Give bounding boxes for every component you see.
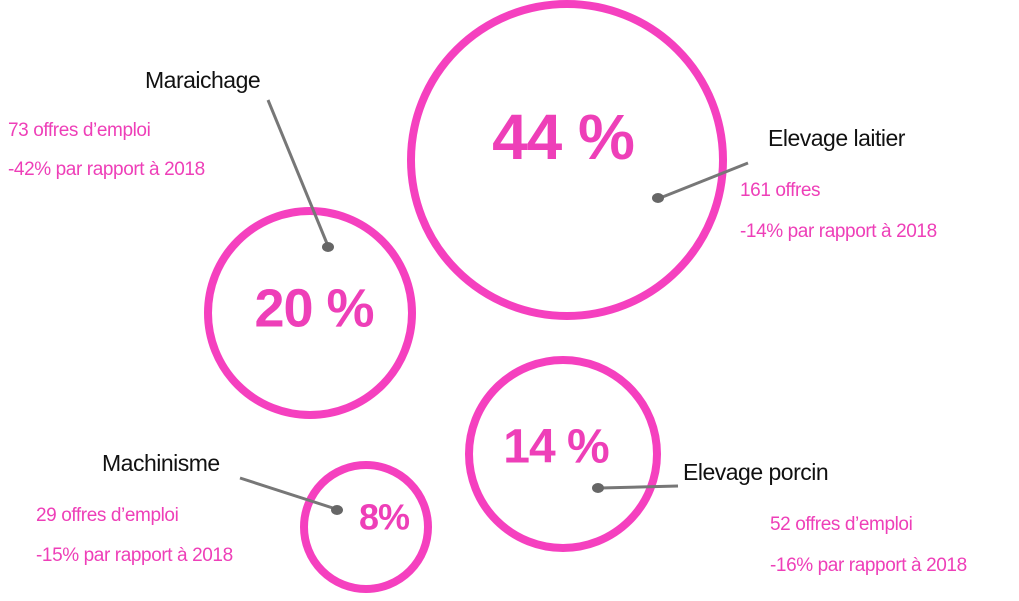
leader-line: [599, 484, 679, 490]
item-name: Machinisme: [102, 450, 220, 476]
leader-dot: [652, 193, 664, 203]
leader-dot: [331, 505, 343, 515]
leader-dot: [322, 242, 334, 252]
leader-dot: [592, 483, 604, 493]
item-change: -14% par rapport à 2018: [740, 221, 937, 242]
item-offers: 29 offres d’emploi: [36, 505, 178, 526]
leader-line: [266, 99, 330, 247]
item-change: -16% par rapport à 2018: [770, 555, 967, 576]
bubble: [407, 0, 727, 320]
item-name: Maraichage: [145, 67, 260, 93]
item-offers: 52 offres d’emploi: [770, 514, 912, 535]
item-name: Elevage porcin: [683, 459, 828, 485]
percent: 44 %: [492, 101, 634, 173]
item-offers: 73 offres d’emploi: [8, 120, 150, 141]
item-name: Elevage laitier: [768, 125, 906, 151]
leader-line: [239, 476, 337, 511]
percent: 14 %: [503, 421, 609, 474]
percent: 8%: [359, 497, 410, 538]
item-change: -15% par rapport à 2018: [36, 545, 233, 566]
item-change: -42% par rapport à 2018: [8, 159, 205, 180]
bubble: [204, 207, 416, 419]
percent: 20 %: [254, 278, 373, 338]
leader-line: [659, 161, 749, 200]
bubble: [300, 461, 432, 593]
bubble: [465, 356, 661, 552]
item-offers: 161 offres: [740, 180, 820, 201]
